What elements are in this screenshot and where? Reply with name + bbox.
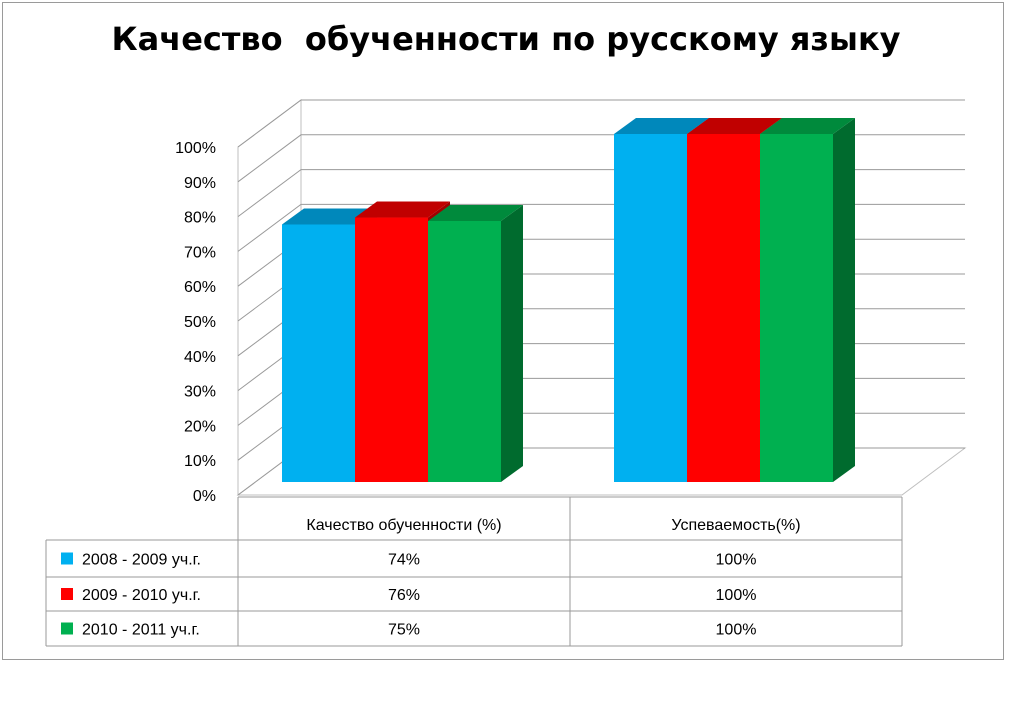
y-tick-label: 10% <box>184 453 216 470</box>
y-tick-label: 50% <box>184 314 216 331</box>
bar <box>687 134 760 482</box>
chart-title: Качество обученности по русскому языку <box>111 20 901 58</box>
legend-label: 2010 - 2011 уч.г. <box>82 622 200 639</box>
legend-swatch <box>61 622 73 635</box>
y-tick-label: 90% <box>184 175 216 192</box>
bar <box>282 224 355 483</box>
y-tick-label: 80% <box>184 210 216 227</box>
gridline <box>237 134 965 183</box>
x-category-label: Успеваемость(%) <box>671 517 800 534</box>
bar-side <box>501 205 523 482</box>
y-axis-ticks: 0% 10% 20% 30% 40% 50% 60% 70% 80% 90% 100% <box>175 140 216 505</box>
legend-label: 2008 - 2009 уч.г. <box>82 552 201 569</box>
bar <box>614 134 687 482</box>
bars <box>282 118 855 483</box>
y-tick-label: 30% <box>184 384 216 401</box>
bar-top <box>614 118 709 134</box>
table-value: 74% <box>388 552 420 569</box>
bar <box>760 134 833 482</box>
y-tick-label: 20% <box>184 418 216 435</box>
table-value: 75% <box>388 622 420 639</box>
table-value: 100% <box>716 552 757 569</box>
table-value: 100% <box>716 622 757 639</box>
gridline <box>237 99 965 148</box>
bar-top <box>355 201 450 218</box>
bar-top <box>282 208 377 225</box>
bar-top <box>428 205 523 221</box>
y-tick-label: 60% <box>184 279 216 296</box>
bar <box>355 217 428 482</box>
y-tick-label: 40% <box>184 349 216 366</box>
table-value: 100% <box>716 587 757 604</box>
table-value: 76% <box>388 587 420 604</box>
legend-swatch <box>61 552 73 565</box>
y-tick-label: 100% <box>175 140 216 157</box>
bar-side <box>833 118 855 482</box>
legend-swatch <box>61 588 73 600</box>
x-category-label: Качество обученности (%) <box>306 517 501 534</box>
bar-top <box>760 118 855 134</box>
bar-top <box>687 118 782 134</box>
data-table: Качество обученности (%) Успеваемость(%) 2… <box>45 496 903 647</box>
bar <box>428 221 501 482</box>
y-tick-label: 70% <box>184 244 216 261</box>
y-tick-label: 0% <box>193 488 216 505</box>
legend-label: 2009 - 2010 уч.г. <box>82 587 201 604</box>
